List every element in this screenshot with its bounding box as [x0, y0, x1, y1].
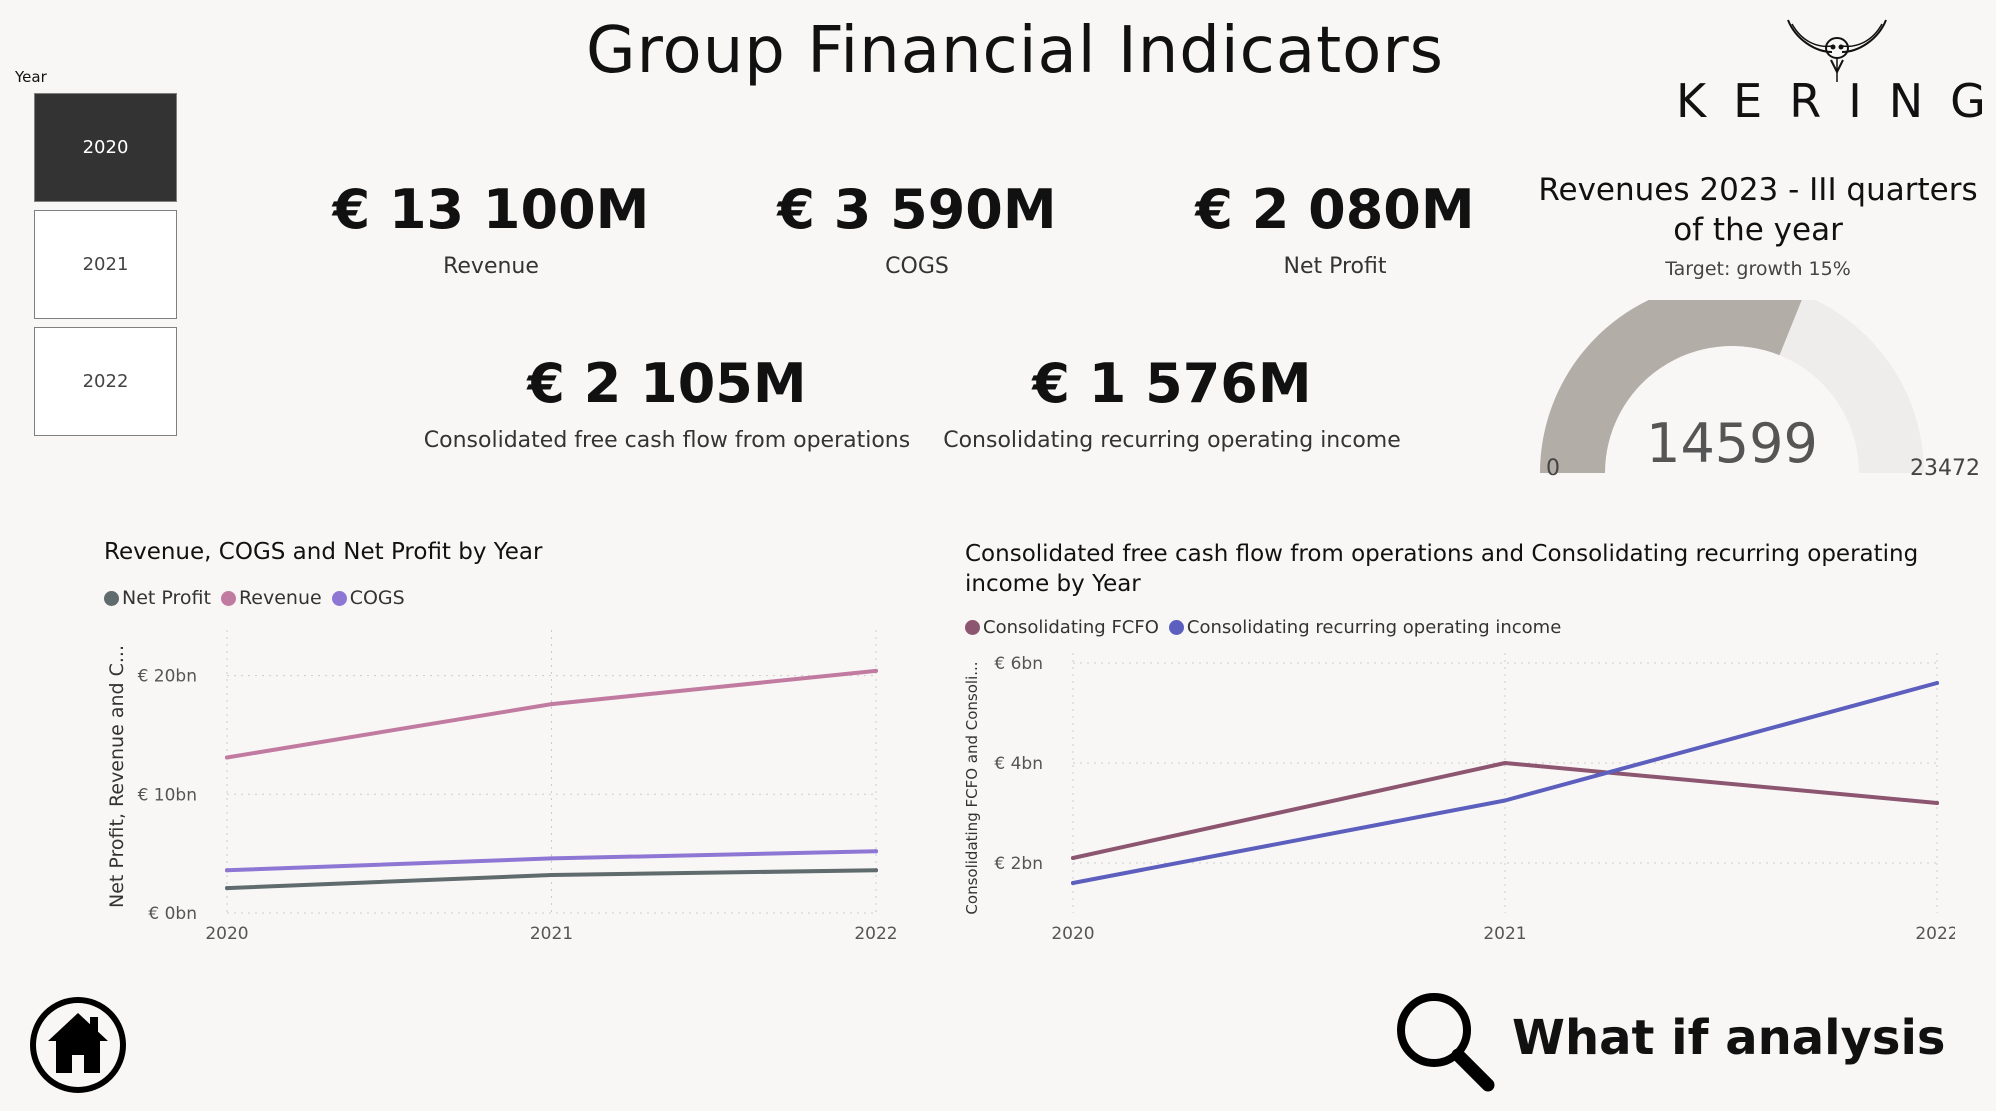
y-tick-label: € 0bn — [148, 904, 197, 924]
data-point — [874, 849, 878, 854]
gauge-fill — [1540, 300, 1802, 473]
kpi-fcfo-value: € 2 105M — [527, 352, 807, 415]
gauge-subtitle: Target: growth 15% — [1665, 258, 1851, 280]
data-point — [874, 668, 878, 673]
gauge-min-label: 0 — [1546, 456, 1560, 481]
x-tick-label: 2022 — [854, 924, 897, 944]
kpi-rooi-value: € 1 576M — [1032, 352, 1312, 415]
series-line-net-profit — [225, 868, 878, 891]
data-point — [1071, 856, 1075, 860]
kpi-rooi-label: Consolidating recurring operating income — [943, 428, 1401, 453]
legend-item-revenue[interactable]: Revenue — [220, 587, 322, 609]
legend-item-cogs[interactable]: COGS — [331, 587, 405, 609]
y-tick-label: € 20bn — [138, 667, 197, 687]
legend-item-rooi[interactable]: Consolidating recurring operating income — [1168, 617, 1561, 638]
slicer-option-2020[interactable]: 2020 — [34, 93, 177, 202]
slicer-option-2021[interactable]: 2021 — [34, 210, 177, 319]
x-tick-label: 2020 — [1051, 924, 1094, 944]
data-point — [549, 856, 554, 861]
kpi-cogs-value: € 3 590M — [777, 178, 1057, 241]
owl-logo-icon — [1787, 19, 1887, 82]
gauge-value: 14599 — [1646, 412, 1818, 475]
x-tick-label: 2021 — [530, 924, 573, 944]
y-tick-label: € 4bn — [994, 754, 1043, 774]
y-axis-title: Consolidating FCFO and Consoli... — [963, 661, 981, 914]
data-point — [225, 886, 229, 891]
chart1-legend: Net Profit Revenue COGS — [104, 587, 405, 609]
y-tick-label: € 6bn — [994, 654, 1043, 674]
slicer-label: Year — [15, 68, 47, 86]
chart1-plot: € 0bn € 10bn € 20bn 2020 2021 2022 Net Profit,… — [106, 630, 898, 944]
chart2-plot: € 2bn € 4bn € 6bn 2020 2021 2022 Consolidating… — [963, 653, 1955, 944]
slicer-option-2022[interactable]: 2022 — [34, 327, 177, 436]
data-point — [549, 702, 554, 707]
data-point — [225, 755, 229, 760]
y-tick-label: € 10bn — [138, 785, 197, 805]
whatif-search-button[interactable] — [1390, 990, 1500, 1095]
data-point — [1935, 801, 1939, 805]
kpi-revenue-label: Revenue — [443, 254, 539, 279]
data-point — [1935, 681, 1939, 685]
chart1-title: Revenue, COGS and Net Profit by Year — [104, 539, 543, 565]
x-tick-label: 2022 — [1915, 924, 1955, 944]
magnifier-icon — [1397, 993, 1495, 1092]
legend-item-net-profit[interactable]: Net Profit — [104, 587, 211, 609]
x-tick-label: 2020 — [205, 924, 248, 944]
kpi-net-profit-value: € 2 080M — [1195, 178, 1475, 241]
data-point — [1503, 761, 1507, 765]
kpi-revenue-value: € 13 100M — [332, 178, 650, 241]
home-icon — [30, 997, 126, 1093]
chart2-legend: Consolidating FCFO Consolidating recurri… — [965, 617, 1561, 638]
page-title: Group Financial Indicators — [586, 14, 1444, 88]
data-point — [549, 873, 554, 878]
data-point — [1503, 798, 1507, 803]
whatif-label[interactable]: What if analysis — [1512, 1010, 1946, 1066]
kpi-cogs-label: COGS — [885, 254, 949, 279]
data-point — [874, 868, 878, 873]
kering-logo: KERING — [1676, 16, 1996, 128]
gauge-title: Revenues 2023 - III quarters of the year — [1538, 172, 1978, 248]
logo-text: KERING — [1676, 74, 1996, 128]
gauge-chart: 14599 0 23472 — [1540, 300, 1980, 481]
data-point — [225, 868, 229, 873]
home-button[interactable] — [28, 995, 128, 1095]
series-line-consolidating-recurring-operating-income — [1071, 681, 1939, 885]
legend-item-fcfo[interactable]: Consolidating FCFO — [965, 617, 1159, 638]
chart2-title: Consolidated free cash flow from operati… — [965, 541, 1919, 597]
x-tick-label: 2021 — [1483, 924, 1526, 944]
data-point — [1071, 881, 1075, 885]
kpi-fcfo-label: Consolidated free cash flow from operati… — [423, 428, 911, 453]
kpi-net-profit-label: Net Profit — [1283, 254, 1387, 279]
gauge-max-label: 23472 — [1910, 456, 1980, 481]
y-axis-title: Net Profit, Revenue and C... — [106, 645, 128, 908]
y-tick-label: € 2bn — [994, 854, 1043, 874]
